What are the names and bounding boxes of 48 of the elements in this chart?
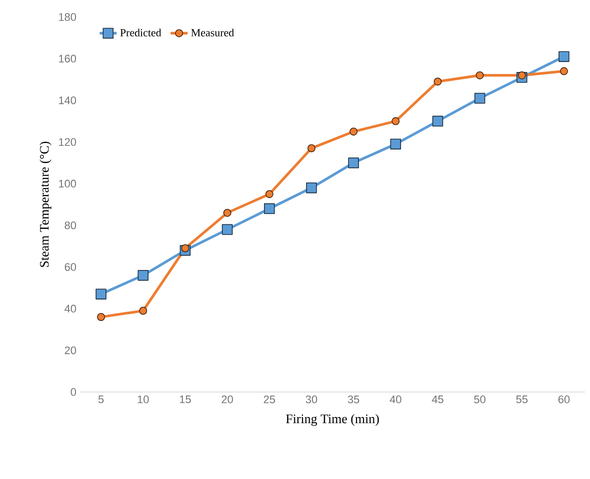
point xyxy=(307,144,316,152)
y-tick-label: 0 xyxy=(70,388,76,396)
point xyxy=(265,190,274,198)
x-tick-label: 45 xyxy=(432,396,444,404)
point xyxy=(390,138,402,150)
point xyxy=(432,116,444,127)
x-tick-label: 5 xyxy=(98,396,104,404)
point xyxy=(348,157,359,168)
x-tick-label: 10 xyxy=(138,396,149,404)
x-tick-label: 55 xyxy=(516,396,528,404)
point xyxy=(474,92,486,104)
point xyxy=(392,117,400,126)
point xyxy=(434,78,442,86)
x-axis-title: Firing Time (min) xyxy=(286,414,379,426)
point xyxy=(306,182,317,194)
y-tick-label: 180 xyxy=(59,13,76,21)
point xyxy=(350,128,358,136)
y-tick-label: 60 xyxy=(64,263,76,271)
x-tick-label: 40 xyxy=(390,396,402,404)
point xyxy=(560,67,568,76)
point xyxy=(223,208,232,217)
point xyxy=(476,71,484,80)
x-tick-label: 60 xyxy=(558,396,570,404)
y-tick-label: 20 xyxy=(64,346,76,354)
legend-label: Predicted xyxy=(120,28,162,36)
point xyxy=(558,51,570,62)
y-tick-label: 40 xyxy=(64,304,76,313)
y-axis-title: Steam Temperature (°C) xyxy=(40,142,52,267)
y-tick-label: 160 xyxy=(59,54,76,63)
point xyxy=(139,306,148,315)
y-tick-label: 80 xyxy=(64,221,76,230)
x-tick-label: 50 xyxy=(474,396,486,404)
point xyxy=(96,288,106,300)
point xyxy=(222,224,233,235)
point xyxy=(97,313,106,321)
y-tick-label: 120 xyxy=(59,138,76,146)
x-tick-label: 25 xyxy=(264,396,275,404)
point xyxy=(518,71,526,80)
y-tick-label: 100 xyxy=(59,180,76,188)
x-tick-label: 30 xyxy=(306,396,318,404)
x-tick-label: 20 xyxy=(222,396,233,404)
legend-label: Measured xyxy=(191,28,234,36)
point xyxy=(181,244,190,252)
x-tick-label: 35 xyxy=(348,396,360,404)
x-tick-label: 15 xyxy=(180,396,191,404)
y-tick-label: 140 xyxy=(59,96,76,104)
point xyxy=(264,203,275,214)
point xyxy=(138,270,149,281)
